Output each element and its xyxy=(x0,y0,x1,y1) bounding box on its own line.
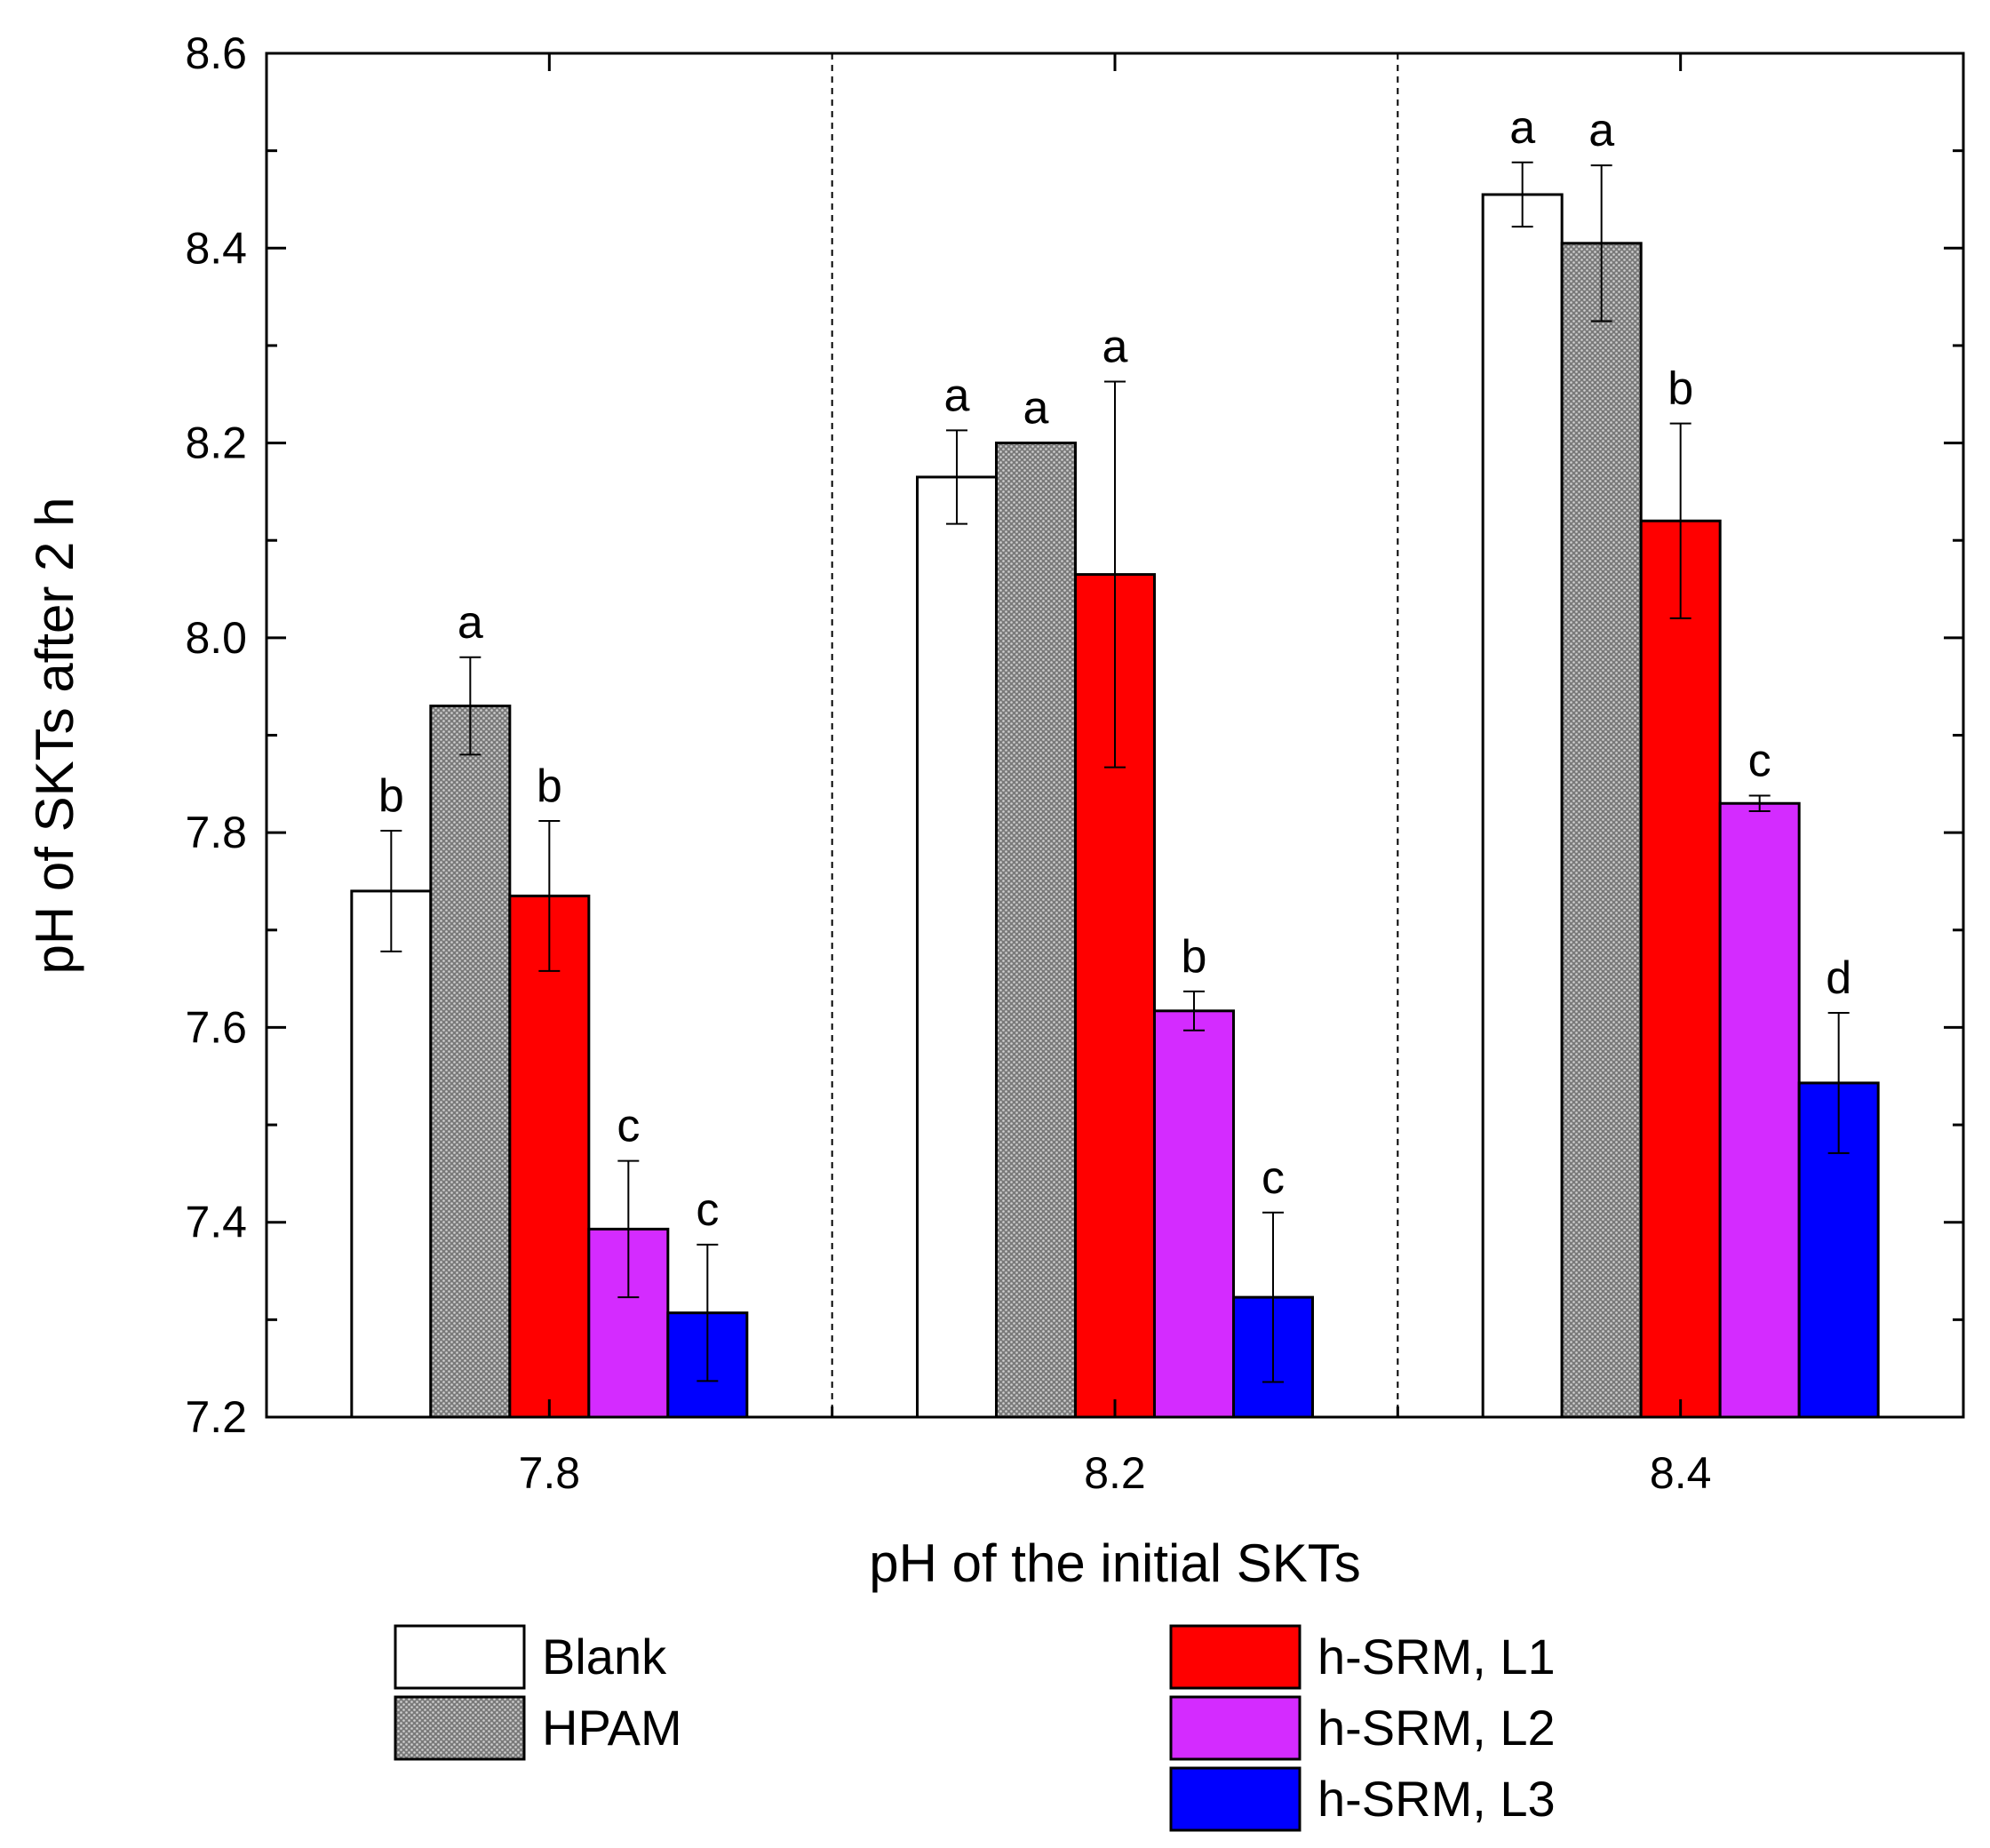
significance-label: c xyxy=(1262,1152,1285,1204)
y-tick-label: 7.2 xyxy=(185,1392,247,1442)
y-tick-label: 8.6 xyxy=(185,28,247,78)
bar xyxy=(1560,242,1643,1419)
bar xyxy=(350,889,433,1419)
bar xyxy=(995,442,1077,1419)
legend-label: h-SRM, L1 xyxy=(1317,1629,1556,1685)
y-tick-label: 8.2 xyxy=(185,418,247,468)
significance-label: b xyxy=(537,761,562,812)
x-axis-ticks: 7.8 8.2 8.4 xyxy=(519,53,1712,1498)
y-tick-label: 8.4 xyxy=(185,223,247,273)
significance-label: a xyxy=(1509,102,1535,154)
significance-label: a xyxy=(1102,321,1128,372)
bar xyxy=(1639,519,1722,1419)
group-separators xyxy=(831,53,1399,1417)
bar xyxy=(1481,193,1564,1419)
x-tick-label: 8.4 xyxy=(1650,1448,1712,1498)
significance-label: b xyxy=(1668,363,1693,415)
legend-label: h-SRM, L3 xyxy=(1317,1771,1556,1827)
legend-swatch xyxy=(1169,1624,1301,1690)
significance-labels-layer: b a b c c a a a b c a a b c d xyxy=(378,102,1851,1236)
x-tick-label: 7.8 xyxy=(519,1448,581,1498)
bar xyxy=(508,894,591,1419)
significance-label: c xyxy=(1748,735,1771,786)
significance-label: b xyxy=(378,770,404,822)
y-axis-title: pH of SKTs after 2 h xyxy=(25,498,84,975)
error-bars-layer xyxy=(380,161,1850,1383)
y-axis-ticks: 7.2 7.4 7.6 7.8 8.0 8.2 8.4 8.6 xyxy=(185,28,1963,1442)
significance-label: a xyxy=(1023,383,1049,434)
x-axis-title: pH of the initial SKTs xyxy=(869,1533,1361,1593)
legend-swatch xyxy=(394,1695,526,1761)
significance-label: c xyxy=(696,1184,719,1236)
legend-swatch xyxy=(394,1624,526,1690)
bar xyxy=(1153,1009,1235,1419)
significance-label: a xyxy=(458,597,483,649)
x-tick-label: 8.2 xyxy=(1084,1448,1146,1498)
bar xyxy=(429,705,512,1419)
significance-label: a xyxy=(1588,105,1614,156)
y-tick-label: 7.4 xyxy=(185,1198,247,1247)
bar xyxy=(1718,801,1801,1419)
bars-layer xyxy=(350,193,1880,1419)
legend-label: h-SRM, L2 xyxy=(1317,1700,1556,1756)
bar xyxy=(916,475,998,1419)
significance-label: c xyxy=(617,1101,640,1152)
legend-swatch xyxy=(1169,1766,1301,1832)
legend: Blank HPAM h-SRM, L1 h-SRM, L2 h-SRM, L3 xyxy=(394,1624,1556,1832)
y-tick-label: 7.8 xyxy=(185,808,247,857)
legend-swatch xyxy=(1169,1695,1301,1761)
legend-label: Blank xyxy=(542,1629,667,1685)
significance-label: d xyxy=(1826,952,1851,1004)
y-tick-label: 7.6 xyxy=(185,1002,247,1052)
y-tick-label: 8.0 xyxy=(185,613,247,663)
significance-label: a xyxy=(944,370,970,421)
significance-label: b xyxy=(1182,931,1207,983)
legend-label: HPAM xyxy=(542,1700,682,1756)
